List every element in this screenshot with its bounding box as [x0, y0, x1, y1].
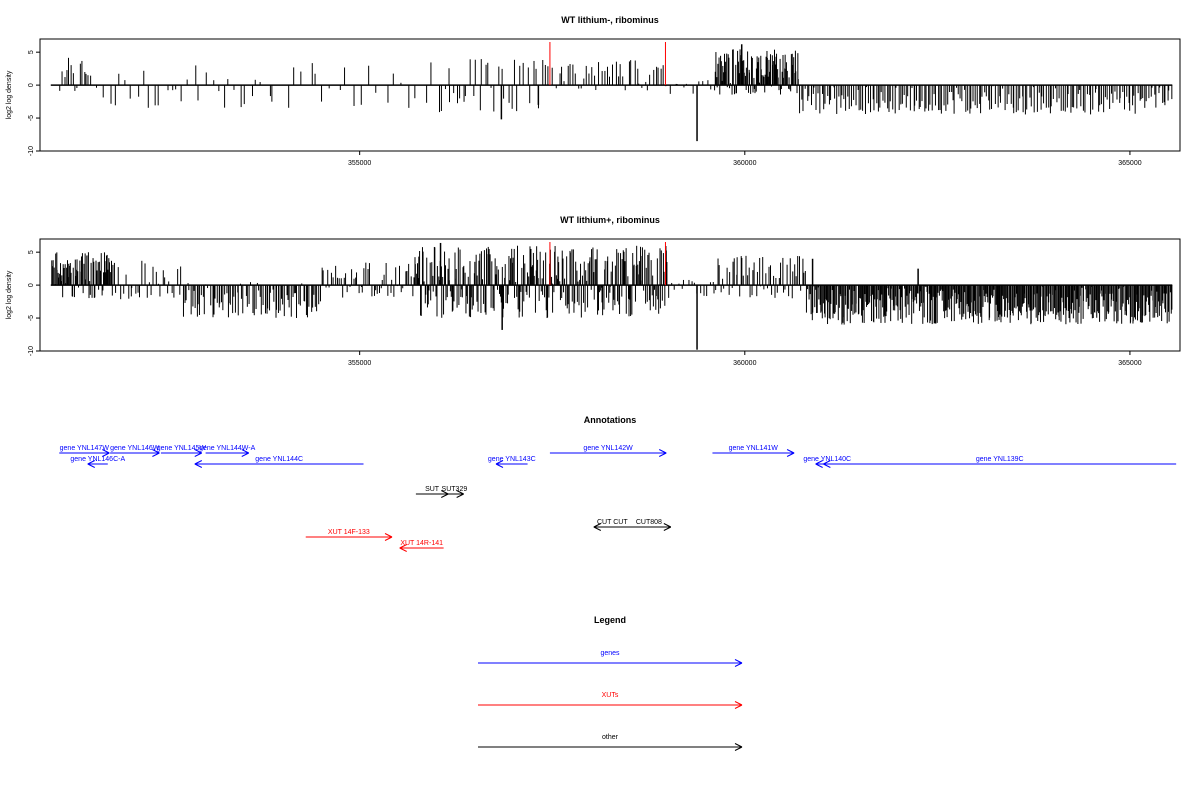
feature-label: gene YNL146W — [110, 445, 160, 452]
feature-label: gene YNL144W-A — [199, 445, 255, 452]
x-tick-label: 365000 — [1118, 360, 1141, 367]
feature-label: gene YNL141W — [729, 445, 779, 452]
x-tick-label: 360000 — [733, 360, 756, 367]
legend-item: other — [478, 734, 743, 751]
annotation-feature: gene YNL146W — [110, 445, 160, 457]
annotation-feature: gene YNL146C-A — [70, 456, 125, 468]
legend-item: genes — [478, 650, 743, 667]
legend-label: genes — [600, 650, 620, 657]
panel-2-y-axis-label: log2 log density — [6, 270, 13, 319]
y-tick-label: 0 — [28, 283, 35, 287]
annotation-feature: gene YNL144W-A — [199, 445, 256, 457]
feature-label: gene YNL140C — [803, 456, 851, 463]
panel-2-x-axis: 355000 360000 365000 — [348, 351, 1142, 367]
feature-label: gene YNL145W — [157, 445, 207, 452]
feature-label: XUT 14R-141 — [400, 540, 443, 547]
y-tick-label: -5 — [28, 115, 35, 121]
feature-label: gene YNL143C — [488, 456, 536, 463]
y-tick-label: 5 — [28, 50, 35, 54]
legend-items: genes XUTs other — [478, 650, 743, 751]
feature-label: SUT329 — [442, 486, 468, 493]
panel-1-bars — [50, 44, 1173, 142]
feature-label: SUT — [425, 486, 440, 493]
x-tick-label: 360000 — [733, 160, 756, 167]
annotation-feature: gene YNL141W — [712, 445, 795, 457]
panel-1-frame — [39, 38, 1181, 152]
legend-label: XUTs — [602, 692, 619, 699]
legend-panel: Legend genes XUTs other — [478, 615, 743, 751]
feature-label: XUT 14F-133 — [328, 529, 370, 536]
track-panel-1: WT lithium-, ribominus log2 log density … — [6, 15, 1181, 167]
x-tick-label: 365000 — [1118, 160, 1141, 167]
legend-title: Legend — [594, 615, 626, 625]
y-tick-label: -10 — [28, 146, 35, 156]
annotation-feature: SUT329 — [442, 486, 468, 498]
feature-label: gene YNL142W — [583, 445, 633, 452]
track-panel-2: WT lithium+, ribominus log2 log density … — [6, 215, 1181, 367]
annotation-feature: CUT808 — [626, 519, 672, 531]
panel-2-bars — [50, 242, 1173, 350]
panel-1-markers — [549, 42, 666, 86]
annotation-feature: gene YNL139C — [823, 456, 1177, 468]
panel-2-title: WT lithium+, ribominus — [560, 215, 660, 225]
x-tick-label: 355000 — [348, 160, 371, 167]
annotation-feature: gene YNL142W — [549, 445, 667, 457]
feature-label: gene YNL147W — [60, 445, 110, 452]
annotation-feature: gene YNL144C — [194, 456, 364, 468]
y-tick-label: 0 — [28, 83, 35, 87]
panel-2-y-axis: -10 -5 0 5 — [28, 250, 40, 356]
panel-1-y-axis-label: log2 log density — [6, 70, 13, 119]
panel-1-x-axis: 355000 360000 365000 — [348, 151, 1142, 167]
annotations-title: Annotations — [584, 415, 637, 425]
annotation-feature: XUT 14F-133 — [305, 529, 393, 541]
feature-label: gene YNL144C — [255, 456, 303, 463]
x-tick-label: 355000 — [348, 360, 371, 367]
feature-label: CUT CUT — [597, 519, 628, 526]
annotation-feature: XUT 14R-141 — [399, 540, 444, 552]
feature-label: CUT808 — [636, 519, 662, 526]
panel-1-y-axis: -10 -5 0 5 — [28, 50, 40, 156]
panel-2-frame — [39, 238, 1181, 352]
y-tick-label: 5 — [28, 250, 35, 254]
panel-2-markers — [549, 242, 666, 286]
annotation-feature: SUT — [415, 486, 449, 498]
annotation-feature: gene YNL145W — [157, 445, 207, 457]
panel-1-title: WT lithium-, ribominus — [561, 15, 659, 25]
annotation-feature: gene YNL147W — [59, 445, 110, 457]
legend-label: other — [602, 734, 619, 741]
legend-item: XUTs — [478, 692, 743, 709]
feature-label: gene YNL139C — [976, 456, 1024, 463]
y-tick-label: -10 — [28, 346, 35, 356]
feature-label: gene YNL146C-A — [70, 456, 125, 463]
annotation-feature: CUT CUT — [593, 519, 631, 531]
y-tick-label: -5 — [28, 315, 35, 321]
annotations-panel: Annotations gene YNL147W gene YNL146Wgene… — [59, 415, 1177, 552]
annotation-feature: gene YNL143C — [488, 456, 536, 468]
